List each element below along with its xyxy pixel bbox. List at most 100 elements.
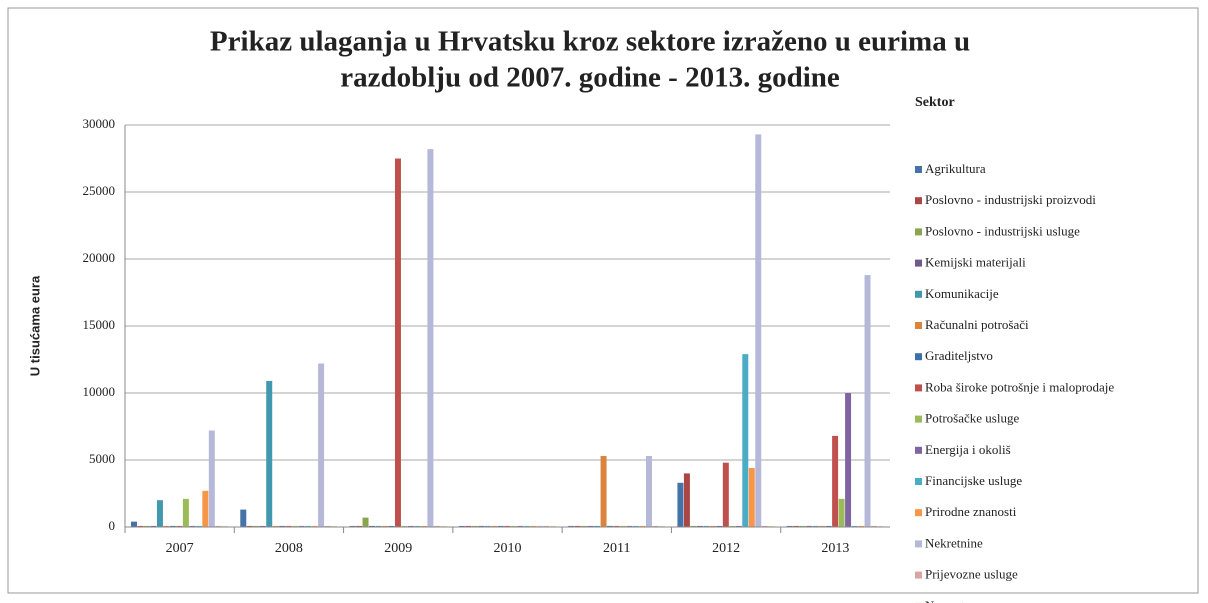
bar: [832, 435, 839, 527]
bar: [626, 525, 633, 527]
bar: [871, 525, 878, 527]
legend-swatch: [915, 353, 922, 361]
bar: [420, 525, 427, 527]
legend-swatch: [915, 259, 922, 267]
legend-label: Roba široke potrošnje i maloprodaje: [925, 379, 1114, 394]
bar: [587, 525, 594, 527]
x-tick-label: 2009: [384, 541, 412, 556]
bar: [703, 525, 710, 527]
bar: [851, 525, 858, 527]
bar: [208, 430, 215, 527]
bar: [253, 525, 260, 527]
bar: [799, 525, 806, 527]
legend-swatch: [915, 509, 922, 517]
bar: [458, 525, 465, 527]
legend-swatch: [915, 415, 922, 423]
legend-label: Prijevozne usluge: [925, 567, 1018, 582]
bar: [169, 525, 176, 527]
bar: [266, 380, 273, 527]
bar: [683, 473, 690, 527]
x-tick-label: 2013: [821, 541, 849, 556]
bar: [523, 525, 530, 527]
legend-swatch: [915, 540, 922, 548]
y-tick-label: 10000: [83, 384, 116, 399]
bar: [510, 525, 517, 527]
bar: [620, 525, 627, 527]
x-tick-label: 2008: [275, 541, 303, 556]
bar: [298, 525, 305, 527]
legend-label: Poslovno - industrijski proizvodi: [925, 192, 1096, 207]
bar: [305, 525, 312, 527]
y-tick-label: 0: [109, 518, 116, 533]
x-tick-label: 2012: [712, 541, 740, 556]
bar: [189, 525, 196, 527]
bar: [433, 525, 440, 527]
bar: [440, 525, 447, 527]
bar: [279, 525, 286, 527]
bar: [543, 525, 550, 527]
bar: [163, 525, 170, 527]
y-tick-label: 30000: [83, 116, 116, 131]
bar: [825, 525, 832, 527]
bar: [150, 525, 157, 527]
chart-title: Prikaz ulaganja u Hrvatsku kroz sektore …: [210, 26, 970, 58]
bar: [331, 525, 338, 527]
bar: [517, 525, 524, 527]
bar: [793, 525, 800, 527]
bar: [137, 525, 144, 527]
bar: [690, 525, 697, 527]
legend-label: Kemijski materijali: [925, 255, 1026, 270]
bar: [311, 525, 318, 527]
x-tick-label: 2010: [494, 541, 522, 556]
bar: [581, 525, 588, 527]
legend-label: Graditeljstvo: [925, 348, 993, 363]
bar: [407, 525, 414, 527]
bar: [735, 525, 742, 527]
bar: [202, 490, 209, 527]
legend-label: Računalni potrošači: [925, 317, 1029, 332]
bar: [748, 468, 755, 527]
bar: [375, 525, 382, 527]
bar: [246, 525, 253, 527]
bar: [259, 525, 266, 527]
bar: [600, 455, 607, 527]
bar: [761, 525, 768, 527]
x-tick-label: 2007: [166, 541, 194, 556]
bar: [645, 455, 652, 527]
bar: [858, 525, 865, 527]
bar: [716, 525, 723, 527]
bar: [401, 525, 408, 527]
bar: [613, 525, 620, 527]
bar: [806, 525, 813, 527]
bar: [195, 525, 202, 527]
bar: [176, 525, 183, 527]
bar: [812, 525, 819, 527]
bar: [349, 525, 356, 527]
bar: [633, 525, 639, 527]
bar: [709, 525, 716, 527]
bar: [394, 158, 401, 527]
bar: [285, 525, 292, 527]
bar: [215, 525, 222, 527]
x-tick-label: 2011: [603, 541, 630, 556]
bar: [729, 525, 736, 527]
legend-swatch: [915, 478, 922, 485]
bar: [156, 500, 163, 527]
y-tick-label: 5000: [89, 451, 115, 466]
bar: [272, 525, 279, 527]
legend-label: Prirodne znanosti: [925, 504, 1017, 519]
bar: [221, 525, 228, 527]
bar: [652, 525, 659, 527]
bar: [819, 525, 826, 527]
legend-swatch: [915, 197, 922, 205]
bar: [427, 149, 434, 527]
legend-swatch: [915, 384, 922, 392]
bar: [240, 509, 247, 527]
bar: [786, 525, 793, 527]
legend-label: Poslovno - industrijski usluge: [925, 223, 1080, 238]
bar: [755, 134, 762, 527]
legend-swatch: [915, 290, 922, 298]
bar: [838, 498, 845, 527]
bar: [143, 525, 150, 527]
bar: [414, 525, 421, 527]
